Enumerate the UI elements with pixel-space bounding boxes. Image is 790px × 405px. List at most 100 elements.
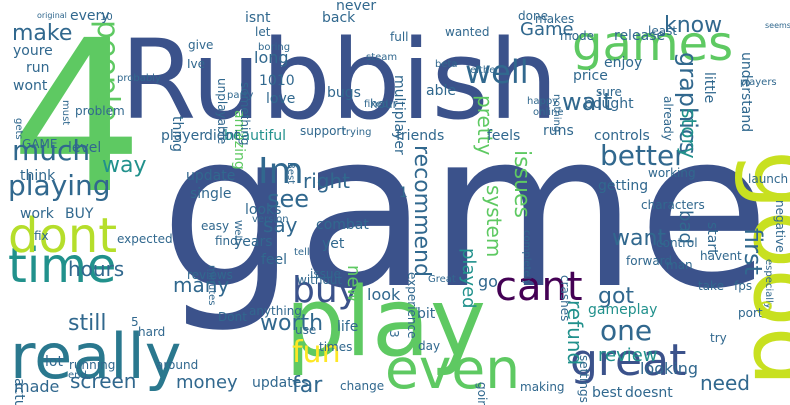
word-beta: beta <box>435 59 458 70</box>
word-forward: forward <box>626 254 672 268</box>
word-best: Best <box>285 162 296 184</box>
word-wanted: wanted <box>445 25 489 39</box>
word-crashes: crashes <box>558 275 572 321</box>
word-enjoy: enjoy <box>604 55 642 71</box>
word-love: love <box>266 91 295 107</box>
word-isnt: isnt <box>245 10 271 26</box>
word-time: time <box>8 238 116 294</box>
word-either: either <box>470 65 500 76</box>
word-game: Game <box>520 19 574 40</box>
word-one: one <box>600 314 652 347</box>
word-well: well <box>465 53 529 91</box>
word-friends: friends <box>396 128 444 144</box>
word-must: must <box>60 100 71 125</box>
word-looks: looks <box>245 202 281 218</box>
word-yet: yet <box>322 236 345 252</box>
word-multiplayer: multiplayer <box>391 75 407 155</box>
word-best: best <box>592 385 623 401</box>
word-go: go <box>478 272 498 291</box>
word-understand: understand <box>738 52 754 132</box>
word-going: going <box>475 382 489 405</box>
word-man: man <box>666 258 693 272</box>
word-every: every <box>70 8 110 24</box>
word-reviews: reviews <box>187 268 233 282</box>
word-want: want <box>612 226 666 251</box>
word-fun: fun <box>292 335 341 370</box>
word-wont: wont <box>13 78 48 94</box>
word-life: life <box>337 319 358 335</box>
word-games: games <box>572 16 733 72</box>
word-settings: settings <box>577 355 591 403</box>
word-great: great <box>570 335 686 386</box>
word-let: let <box>255 25 271 39</box>
word-boring: boring <box>258 42 290 53</box>
word-unplayable: unplayable <box>215 78 229 144</box>
word-day: day <box>418 339 440 353</box>
word-support: support <box>300 124 346 138</box>
word-gets: gets <box>13 118 24 140</box>
word-sure: sure <box>596 85 622 99</box>
word-well: Well <box>232 220 243 241</box>
word-ive: Ive <box>187 57 205 71</box>
word-party: party <box>227 90 254 101</box>
word-happy: happy <box>527 96 558 107</box>
word-fps: fps <box>734 279 752 293</box>
word-game: GAME <box>22 137 57 151</box>
word-look: look <box>367 285 401 304</box>
word-good: good <box>732 150 790 387</box>
word-great: Great <box>428 274 456 285</box>
word-many: many <box>173 273 229 297</box>
word-probably: probably <box>117 73 161 84</box>
word-3: 3 <box>387 330 401 338</box>
word-right: right <box>303 169 350 193</box>
word-first: first <box>739 228 767 275</box>
word-beautiful: beautiful <box>224 128 286 144</box>
word-worth: worth <box>260 311 323 336</box>
word-online: online <box>533 107 564 118</box>
word-bad: bad <box>675 210 696 244</box>
word-change: change <box>340 379 384 393</box>
word-gameplay: gameplay <box>588 302 657 318</box>
word-around: around <box>156 358 198 372</box>
word-rubbish: Rubbish <box>120 16 558 144</box>
word-port: port <box>738 306 763 320</box>
word-think: think <box>20 168 56 184</box>
word-something: something <box>238 82 252 146</box>
word-makes: makes <box>535 12 574 26</box>
word-issues: issues <box>509 150 534 218</box>
word-even: even <box>385 337 520 401</box>
word-characters: characters <box>641 198 705 212</box>
word-price: price <box>573 68 608 84</box>
word-pretty: pretty <box>473 95 497 155</box>
word-never: never <box>336 0 376 14</box>
word-use: use <box>295 323 316 337</box>
word-try: try <box>710 331 727 345</box>
word-game: game <box>160 85 770 336</box>
word-im: Im <box>258 151 304 192</box>
word-system: system <box>482 185 506 257</box>
word-players: players <box>740 77 777 88</box>
word-money: money <box>176 372 238 393</box>
word-buy: buy <box>292 270 359 311</box>
word-getting: getting <box>598 178 648 194</box>
word-hour: hour <box>370 97 398 111</box>
word-expected: expected <box>117 232 173 246</box>
word-lot: lot <box>45 354 63 370</box>
word-1: 1 <box>399 185 408 201</box>
word-completely: completely <box>521 230 532 285</box>
word-cant: cant <box>495 264 583 310</box>
word-find: find <box>215 234 238 248</box>
word-easy: easy <box>201 219 229 233</box>
word-tell: tell <box>294 247 310 258</box>
word-5: 5 <box>131 315 139 329</box>
word-controls: controls <box>594 128 650 144</box>
word-negative: negative <box>773 200 787 252</box>
word-work: work <box>20 206 55 222</box>
word-make: make <box>12 21 72 46</box>
word-story: story <box>677 108 701 159</box>
word-know: know <box>664 13 722 38</box>
word-take: take <box>698 279 724 293</box>
word-made: made <box>14 377 59 396</box>
word-feel: feel <box>261 252 287 268</box>
